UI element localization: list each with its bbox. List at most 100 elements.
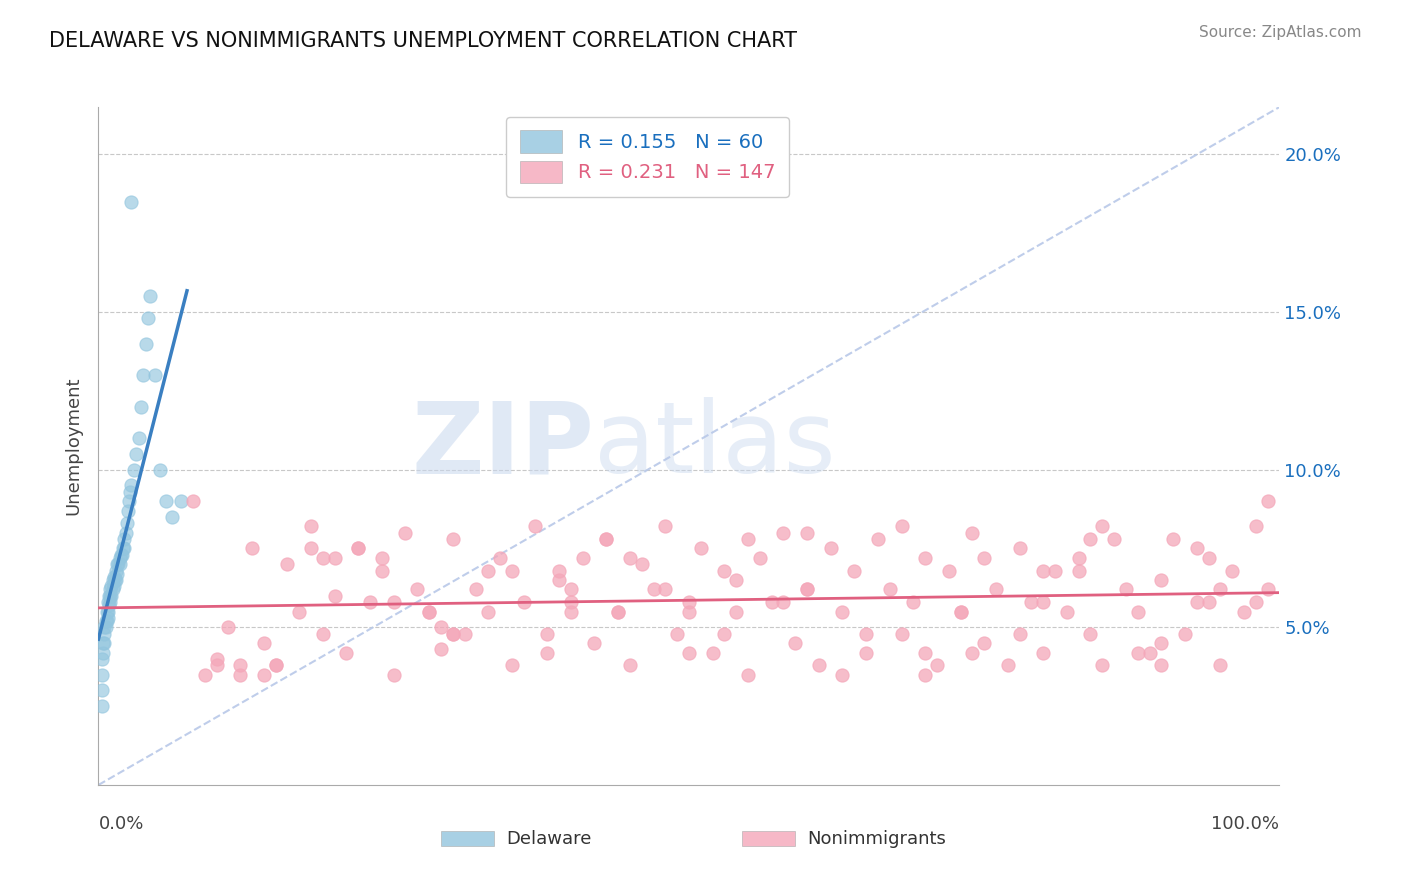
Point — [973, 550, 995, 565]
Point — [914, 550, 936, 565]
Point — [91, 683, 114, 698]
Bar — [441, 831, 494, 846]
Point — [713, 564, 735, 578]
Point — [501, 564, 523, 578]
Point — [100, 579, 122, 593]
Point — [1209, 658, 1232, 673]
Point — [240, 541, 263, 556]
Point — [1043, 564, 1066, 578]
Point — [855, 626, 877, 640]
Point — [1257, 582, 1279, 597]
Point — [796, 582, 818, 597]
Point — [890, 626, 912, 640]
Point — [121, 194, 143, 209]
Point — [101, 582, 124, 597]
Point — [418, 605, 440, 619]
Point — [453, 626, 475, 640]
Point — [108, 550, 131, 565]
Point — [595, 532, 617, 546]
Point — [761, 595, 783, 609]
Point — [831, 667, 853, 681]
Point — [1161, 532, 1184, 546]
Point — [94, 614, 117, 628]
Point — [678, 646, 700, 660]
Point — [136, 311, 159, 326]
Point — [98, 589, 121, 603]
Point — [382, 667, 405, 681]
Point — [654, 519, 676, 533]
Point — [105, 573, 128, 587]
Point — [117, 503, 139, 517]
Point — [1174, 626, 1197, 640]
Point — [121, 478, 143, 492]
Point — [149, 463, 172, 477]
Point — [108, 558, 131, 572]
Point — [104, 573, 127, 587]
Point — [1257, 494, 1279, 508]
Point — [678, 605, 700, 619]
Point — [128, 431, 150, 445]
Point — [831, 605, 853, 619]
Point — [98, 595, 121, 609]
Point — [903, 595, 925, 609]
Point — [299, 541, 322, 556]
Point — [855, 646, 877, 660]
Point — [962, 525, 984, 540]
Point — [105, 566, 128, 581]
Point — [441, 626, 464, 640]
Point — [1080, 532, 1102, 546]
Point — [737, 532, 759, 546]
Point — [607, 605, 630, 619]
Point — [914, 667, 936, 681]
Point — [1021, 595, 1043, 609]
Point — [1209, 582, 1232, 597]
Point — [347, 541, 370, 556]
Point — [949, 605, 972, 619]
Point — [299, 519, 322, 533]
Point — [96, 614, 118, 628]
Point — [112, 532, 135, 546]
Point — [1091, 658, 1114, 673]
Bar — [742, 831, 796, 846]
Point — [938, 564, 960, 578]
Point — [264, 658, 287, 673]
Point — [105, 558, 128, 572]
Point — [583, 636, 606, 650]
Point — [619, 658, 641, 673]
Text: Nonimmigrants: Nonimmigrants — [807, 830, 946, 847]
Point — [725, 605, 748, 619]
Point — [120, 484, 142, 499]
Point — [94, 620, 117, 634]
Point — [536, 646, 558, 660]
Point — [114, 525, 136, 540]
Point — [949, 605, 972, 619]
Point — [607, 605, 630, 619]
Point — [441, 532, 464, 546]
Point — [98, 589, 121, 603]
Point — [105, 564, 128, 578]
Point — [418, 605, 440, 619]
Point — [100, 589, 122, 603]
Text: Source: ZipAtlas.com: Source: ZipAtlas.com — [1198, 25, 1361, 40]
Point — [1032, 564, 1054, 578]
Point — [122, 463, 145, 477]
Point — [93, 626, 115, 640]
Point — [748, 550, 770, 565]
Point — [194, 667, 217, 681]
Point — [925, 658, 948, 673]
Point — [1150, 573, 1173, 587]
Point — [139, 289, 162, 303]
Point — [524, 519, 547, 533]
Point — [143, 368, 166, 382]
Point — [560, 605, 582, 619]
Point — [217, 620, 239, 634]
Legend: R = 0.155   N = 60, R = 0.231   N = 147: R = 0.155 N = 60, R = 0.231 N = 147 — [506, 117, 789, 196]
Point — [1080, 626, 1102, 640]
Point — [91, 652, 114, 666]
Point — [1139, 646, 1161, 660]
Point — [1032, 595, 1054, 609]
Point — [312, 626, 335, 640]
Point — [560, 582, 582, 597]
Text: 100.0%: 100.0% — [1212, 815, 1279, 833]
Point — [264, 658, 287, 673]
